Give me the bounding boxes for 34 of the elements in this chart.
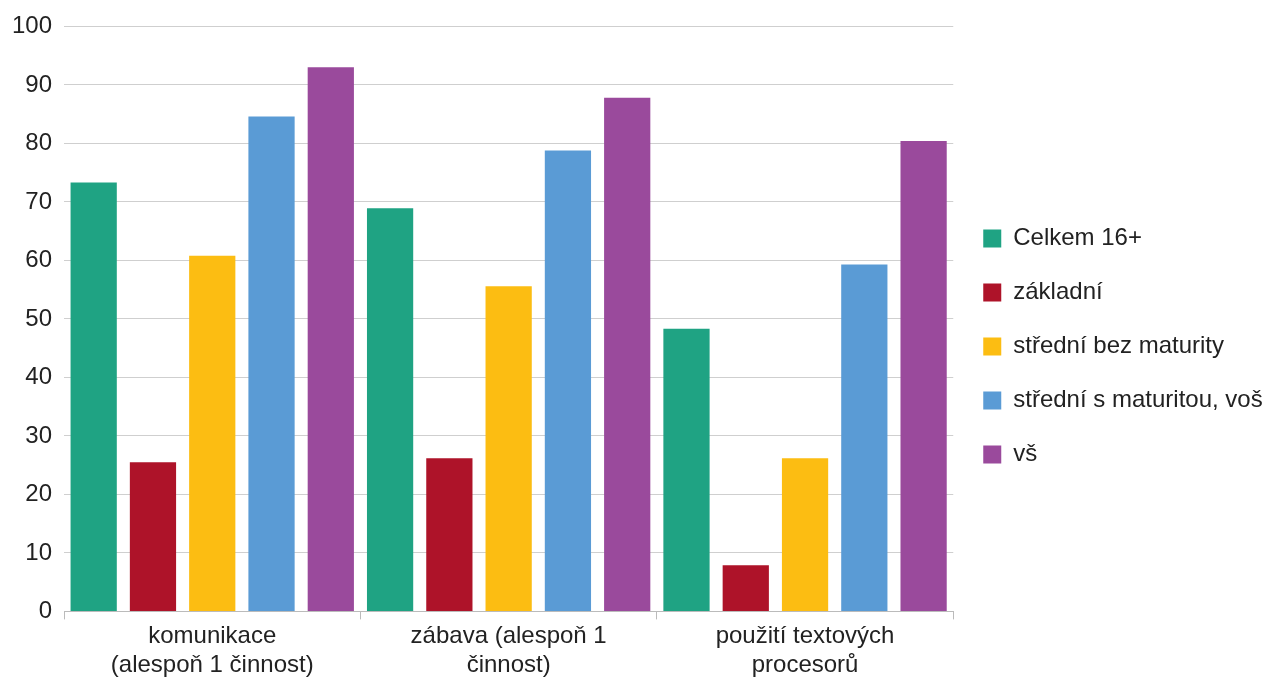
y-tick-label: 80: [25, 128, 53, 156]
y-tick-label: 60: [25, 245, 53, 273]
y-tick-label: 50: [25, 303, 53, 331]
bar: [544, 150, 592, 611]
bar: [485, 286, 532, 611]
bar: [900, 141, 947, 611]
bar: [70, 182, 117, 611]
y-tick-label: 0: [38, 596, 53, 624]
x-tick-label: komunikace (alespoň 1 činnost): [110, 621, 314, 678]
bar: [426, 458, 473, 611]
bar: [366, 208, 414, 611]
y-tick-label: 90: [25, 69, 53, 97]
bar: [248, 116, 295, 611]
y-tick-label: 30: [25, 420, 53, 448]
x-tick-label: použití textových procesorů: [715, 621, 895, 678]
y-tick-label: 70: [25, 186, 53, 214]
y-tick-label: 40: [25, 362, 53, 390]
bar: [663, 328, 710, 611]
y-tick-label: 10: [25, 537, 53, 565]
y-tick-label: 20: [25, 479, 53, 507]
legend-label: vš: [1013, 439, 1038, 467]
legend-label: základní: [1013, 277, 1103, 305]
bar: [189, 255, 236, 611]
bar: [781, 458, 829, 611]
legend-label: Celkem 16+: [1013, 223, 1142, 251]
bar: [604, 97, 651, 611]
bar: [129, 462, 177, 611]
x-tick-label: zábava (alespoň 1 činnost): [410, 621, 607, 678]
bar: [307, 67, 354, 611]
legend-label: střední bez maturity: [1013, 331, 1224, 359]
legend-label: střední s maturitou, voš: [1013, 385, 1263, 413]
bar: [841, 264, 888, 611]
y-tick-label: 100: [12, 11, 53, 39]
bar: [722, 565, 769, 611]
